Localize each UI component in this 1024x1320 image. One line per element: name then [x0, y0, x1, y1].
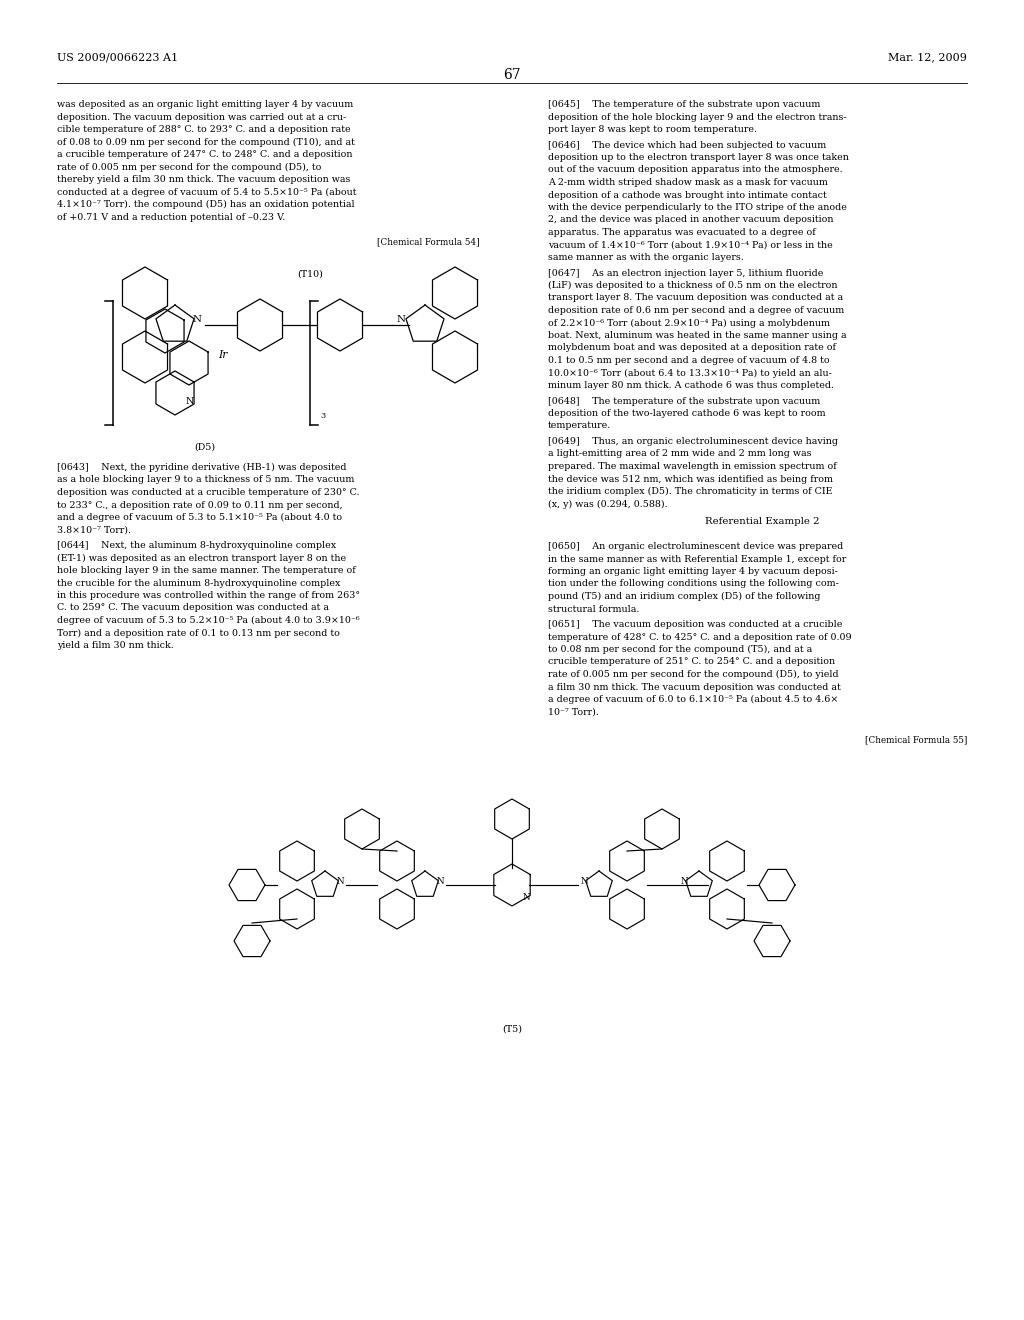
- Text: N: N: [680, 878, 688, 887]
- Text: Mar. 12, 2009: Mar. 12, 2009: [888, 51, 967, 62]
- Text: [0645]  The temperature of the substrate upon vacuum: [0645] The temperature of the substrate …: [548, 100, 820, 110]
- Text: [0651]  The vacuum deposition was conducted at a crucible: [0651] The vacuum deposition was conduct…: [548, 620, 843, 630]
- Text: forming an organic light emitting layer 4 by vacuum deposi-: forming an organic light emitting layer …: [548, 568, 838, 576]
- Text: rate of 0.005 nm per second for the compound (D5), to: rate of 0.005 nm per second for the comp…: [57, 162, 322, 172]
- Text: thereby yield a film 30 nm thick. The vacuum deposition was: thereby yield a film 30 nm thick. The va…: [57, 176, 350, 183]
- Text: (T5): (T5): [502, 1026, 522, 1034]
- Text: vacuum of 1.4×10⁻⁶ Torr (about 1.9×10⁻⁴ Pa) or less in the: vacuum of 1.4×10⁻⁶ Torr (about 1.9×10⁻⁴ …: [548, 240, 833, 249]
- Text: [0650]  An organic electroluminescent device was prepared: [0650] An organic electroluminescent dev…: [548, 543, 843, 550]
- Text: deposition of the hole blocking layer 9 and the electron trans-: deposition of the hole blocking layer 9 …: [548, 112, 847, 121]
- Text: the crucible for the aluminum 8-hydroxyquinoline complex: the crucible for the aluminum 8-hydroxyq…: [57, 578, 340, 587]
- Text: structural formula.: structural formula.: [548, 605, 639, 614]
- Text: tion under the following conditions using the following com-: tion under the following conditions usin…: [548, 579, 839, 589]
- Text: (D5): (D5): [195, 444, 216, 451]
- Text: crucible temperature of 251° C. to 254° C. and a deposition: crucible temperature of 251° C. to 254° …: [548, 657, 836, 667]
- Text: [0644]  Next, the aluminum 8-hydroxyquinoline complex: [0644] Next, the aluminum 8-hydroxyquino…: [57, 541, 336, 550]
- Text: N: N: [396, 315, 406, 325]
- Text: temperature of 428° C. to 425° C. and a deposition rate of 0.09: temperature of 428° C. to 425° C. and a …: [548, 632, 852, 642]
- Text: N: N: [193, 315, 202, 325]
- Text: molybdenum boat and was deposited at a deposition rate of: molybdenum boat and was deposited at a d…: [548, 343, 836, 352]
- Text: Torr) and a deposition rate of 0.1 to 0.13 nm per second to: Torr) and a deposition rate of 0.1 to 0.…: [57, 628, 340, 638]
- Text: deposition of a cathode was brought into intimate contact: deposition of a cathode was brought into…: [548, 190, 826, 199]
- Text: cible temperature of 288° C. to 293° C. and a deposition rate: cible temperature of 288° C. to 293° C. …: [57, 125, 350, 135]
- Text: [Chemical Formula 55]: [Chemical Formula 55]: [864, 735, 967, 744]
- Text: (T10): (T10): [297, 271, 323, 279]
- Text: 4.1×10⁻⁷ Torr). the compound (D5) has an oxidation potential: 4.1×10⁻⁷ Torr). the compound (D5) has an…: [57, 201, 354, 209]
- Text: a light-emitting area of 2 mm wide and 2 mm long was: a light-emitting area of 2 mm wide and 2…: [548, 450, 811, 458]
- Text: as a hole blocking layer 9 to a thickness of 5 nm. The vacuum: as a hole blocking layer 9 to a thicknes…: [57, 475, 354, 484]
- Text: Ir: Ir: [218, 350, 227, 360]
- Text: in the same manner as with Referential Example 1, except for: in the same manner as with Referential E…: [548, 554, 846, 564]
- Text: US 2009/0066223 A1: US 2009/0066223 A1: [57, 51, 178, 62]
- Text: [0646]  The device which had been subjected to vacuum: [0646] The device which had been subject…: [548, 140, 826, 149]
- Text: of 0.08 to 0.09 nm per second for the compound (T10), and at: of 0.08 to 0.09 nm per second for the co…: [57, 137, 355, 147]
- Text: N: N: [336, 878, 344, 887]
- Text: 2, and the device was placed in another vacuum deposition: 2, and the device was placed in another …: [548, 215, 834, 224]
- Text: N: N: [581, 878, 588, 887]
- Text: 0.1 to 0.5 nm per second and a degree of vacuum of 4.8 to: 0.1 to 0.5 nm per second and a degree of…: [548, 356, 829, 366]
- Text: was deposited as an organic light emitting layer 4 by vacuum: was deposited as an organic light emitti…: [57, 100, 353, 110]
- Text: deposition up to the electron transport layer 8 was once taken: deposition up to the electron transport …: [548, 153, 849, 162]
- Text: temperature.: temperature.: [548, 421, 611, 430]
- Text: [Chemical Formula 54]: [Chemical Formula 54]: [378, 238, 480, 246]
- Text: same manner as with the organic layers.: same manner as with the organic layers.: [548, 253, 743, 261]
- Text: minum layer 80 nm thick. A cathode 6 was thus completed.: minum layer 80 nm thick. A cathode 6 was…: [548, 381, 834, 389]
- Text: [0647]  As an electron injection layer 5, lithium fluoride: [0647] As an electron injection layer 5,…: [548, 268, 823, 277]
- Text: degree of vacuum of 5.3 to 5.2×10⁻⁵ Pa (about 4.0 to 3.9×10⁻⁶: degree of vacuum of 5.3 to 5.2×10⁻⁵ Pa (…: [57, 616, 359, 626]
- Text: boat. Next, aluminum was heated in the same manner using a: boat. Next, aluminum was heated in the s…: [548, 331, 847, 341]
- Text: hole blocking layer 9 in the same manner. The temperature of: hole blocking layer 9 in the same manner…: [57, 566, 355, 576]
- Text: transport layer 8. The vacuum deposition was conducted at a: transport layer 8. The vacuum deposition…: [548, 293, 843, 302]
- Text: of 2.2×10⁻⁶ Torr (about 2.9×10⁻⁴ Pa) using a molybdenum: of 2.2×10⁻⁶ Torr (about 2.9×10⁻⁴ Pa) usi…: [548, 318, 830, 327]
- Text: 67: 67: [503, 69, 521, 82]
- Text: 10.0×10⁻⁶ Torr (about 6.4 to 13.3×10⁻⁴ Pa) to yield an alu-: 10.0×10⁻⁶ Torr (about 6.4 to 13.3×10⁻⁴ P…: [548, 368, 831, 378]
- Text: the device was 512 nm, which was identified as being from: the device was 512 nm, which was identif…: [548, 474, 833, 483]
- Text: A 2-mm width striped shadow mask as a mask for vacuum: A 2-mm width striped shadow mask as a ma…: [548, 178, 827, 187]
- Text: prepared. The maximal wavelength in emission spectrum of: prepared. The maximal wavelength in emis…: [548, 462, 837, 471]
- Text: to 0.08 nm per second for the compound (T5), and at a: to 0.08 nm per second for the compound (…: [548, 645, 812, 655]
- Text: [0643]  Next, the pyridine derivative (HB-1) was deposited: [0643] Next, the pyridine derivative (HB…: [57, 463, 346, 473]
- Text: deposition was conducted at a crucible temperature of 230° C.: deposition was conducted at a crucible t…: [57, 488, 359, 498]
- Text: (LiF) was deposited to a thickness of 0.5 nm on the electron: (LiF) was deposited to a thickness of 0.…: [548, 281, 838, 290]
- Text: 3: 3: [319, 412, 326, 420]
- Text: 3.8×10⁻⁷ Torr).: 3.8×10⁻⁷ Torr).: [57, 525, 131, 535]
- Text: rate of 0.005 nm per second for the compound (D5), to yield: rate of 0.005 nm per second for the comp…: [548, 671, 839, 678]
- Text: (ET-1) was deposited as an electron transport layer 8 on the: (ET-1) was deposited as an electron tran…: [57, 553, 346, 562]
- Text: apparatus. The apparatus was evacuated to a degree of: apparatus. The apparatus was evacuated t…: [548, 228, 816, 238]
- Text: Referential Example 2: Referential Example 2: [705, 517, 819, 525]
- Text: pound (T5) and an iridium complex (D5) of the following: pound (T5) and an iridium complex (D5) o…: [548, 591, 820, 601]
- Text: in this procedure was controlled within the range of from 263°: in this procedure was controlled within …: [57, 591, 360, 601]
- Text: N: N: [185, 396, 195, 405]
- Text: conducted at a degree of vacuum of 5.4 to 5.5×10⁻⁵ Pa (about: conducted at a degree of vacuum of 5.4 t…: [57, 187, 356, 197]
- Text: N: N: [522, 892, 529, 902]
- Text: a crucible temperature of 247° C. to 248° C. and a deposition: a crucible temperature of 247° C. to 248…: [57, 150, 352, 158]
- Text: to 233° C., a deposition rate of 0.09 to 0.11 nm per second,: to 233° C., a deposition rate of 0.09 to…: [57, 500, 343, 510]
- Text: port layer 8 was kept to room temperature.: port layer 8 was kept to room temperatur…: [548, 125, 757, 135]
- Text: out of the vacuum deposition apparatus into the atmosphere.: out of the vacuum deposition apparatus i…: [548, 165, 843, 174]
- Text: C. to 259° C. The vacuum deposition was conducted at a: C. to 259° C. The vacuum deposition was …: [57, 603, 329, 612]
- Text: 10⁻⁷ Torr).: 10⁻⁷ Torr).: [548, 708, 599, 717]
- Text: deposition of the two-layered cathode 6 was kept to room: deposition of the two-layered cathode 6 …: [548, 409, 825, 418]
- Text: [0648]  The temperature of the substrate upon vacuum: [0648] The temperature of the substrate …: [548, 396, 820, 405]
- Text: with the device perpendicularly to the ITO stripe of the anode: with the device perpendicularly to the I…: [548, 203, 847, 213]
- Text: N: N: [436, 878, 443, 887]
- Text: deposition. The vacuum deposition was carried out at a cru-: deposition. The vacuum deposition was ca…: [57, 112, 346, 121]
- Text: (x, y) was (0.294, 0.588).: (x, y) was (0.294, 0.588).: [548, 499, 668, 508]
- Text: of +0.71 V and a reduction potential of –0.23 V.: of +0.71 V and a reduction potential of …: [57, 213, 286, 222]
- Text: a film 30 nm thick. The vacuum deposition was conducted at: a film 30 nm thick. The vacuum depositio…: [548, 682, 841, 692]
- Text: deposition rate of 0.6 nm per second and a degree of vacuum: deposition rate of 0.6 nm per second and…: [548, 306, 844, 315]
- Text: a degree of vacuum of 6.0 to 6.1×10⁻⁵ Pa (about 4.5 to 4.6×: a degree of vacuum of 6.0 to 6.1×10⁻⁵ Pa…: [548, 696, 839, 704]
- Text: the iridium complex (D5). The chromaticity in terms of CIE: the iridium complex (D5). The chromatici…: [548, 487, 833, 496]
- Text: yield a film 30 nm thick.: yield a film 30 nm thick.: [57, 642, 174, 649]
- Text: and a degree of vacuum of 5.3 to 5.1×10⁻⁵ Pa (about 4.0 to: and a degree of vacuum of 5.3 to 5.1×10⁻…: [57, 513, 342, 523]
- Text: [0649]  Thus, an organic electroluminescent device having: [0649] Thus, an organic electroluminesce…: [548, 437, 838, 446]
